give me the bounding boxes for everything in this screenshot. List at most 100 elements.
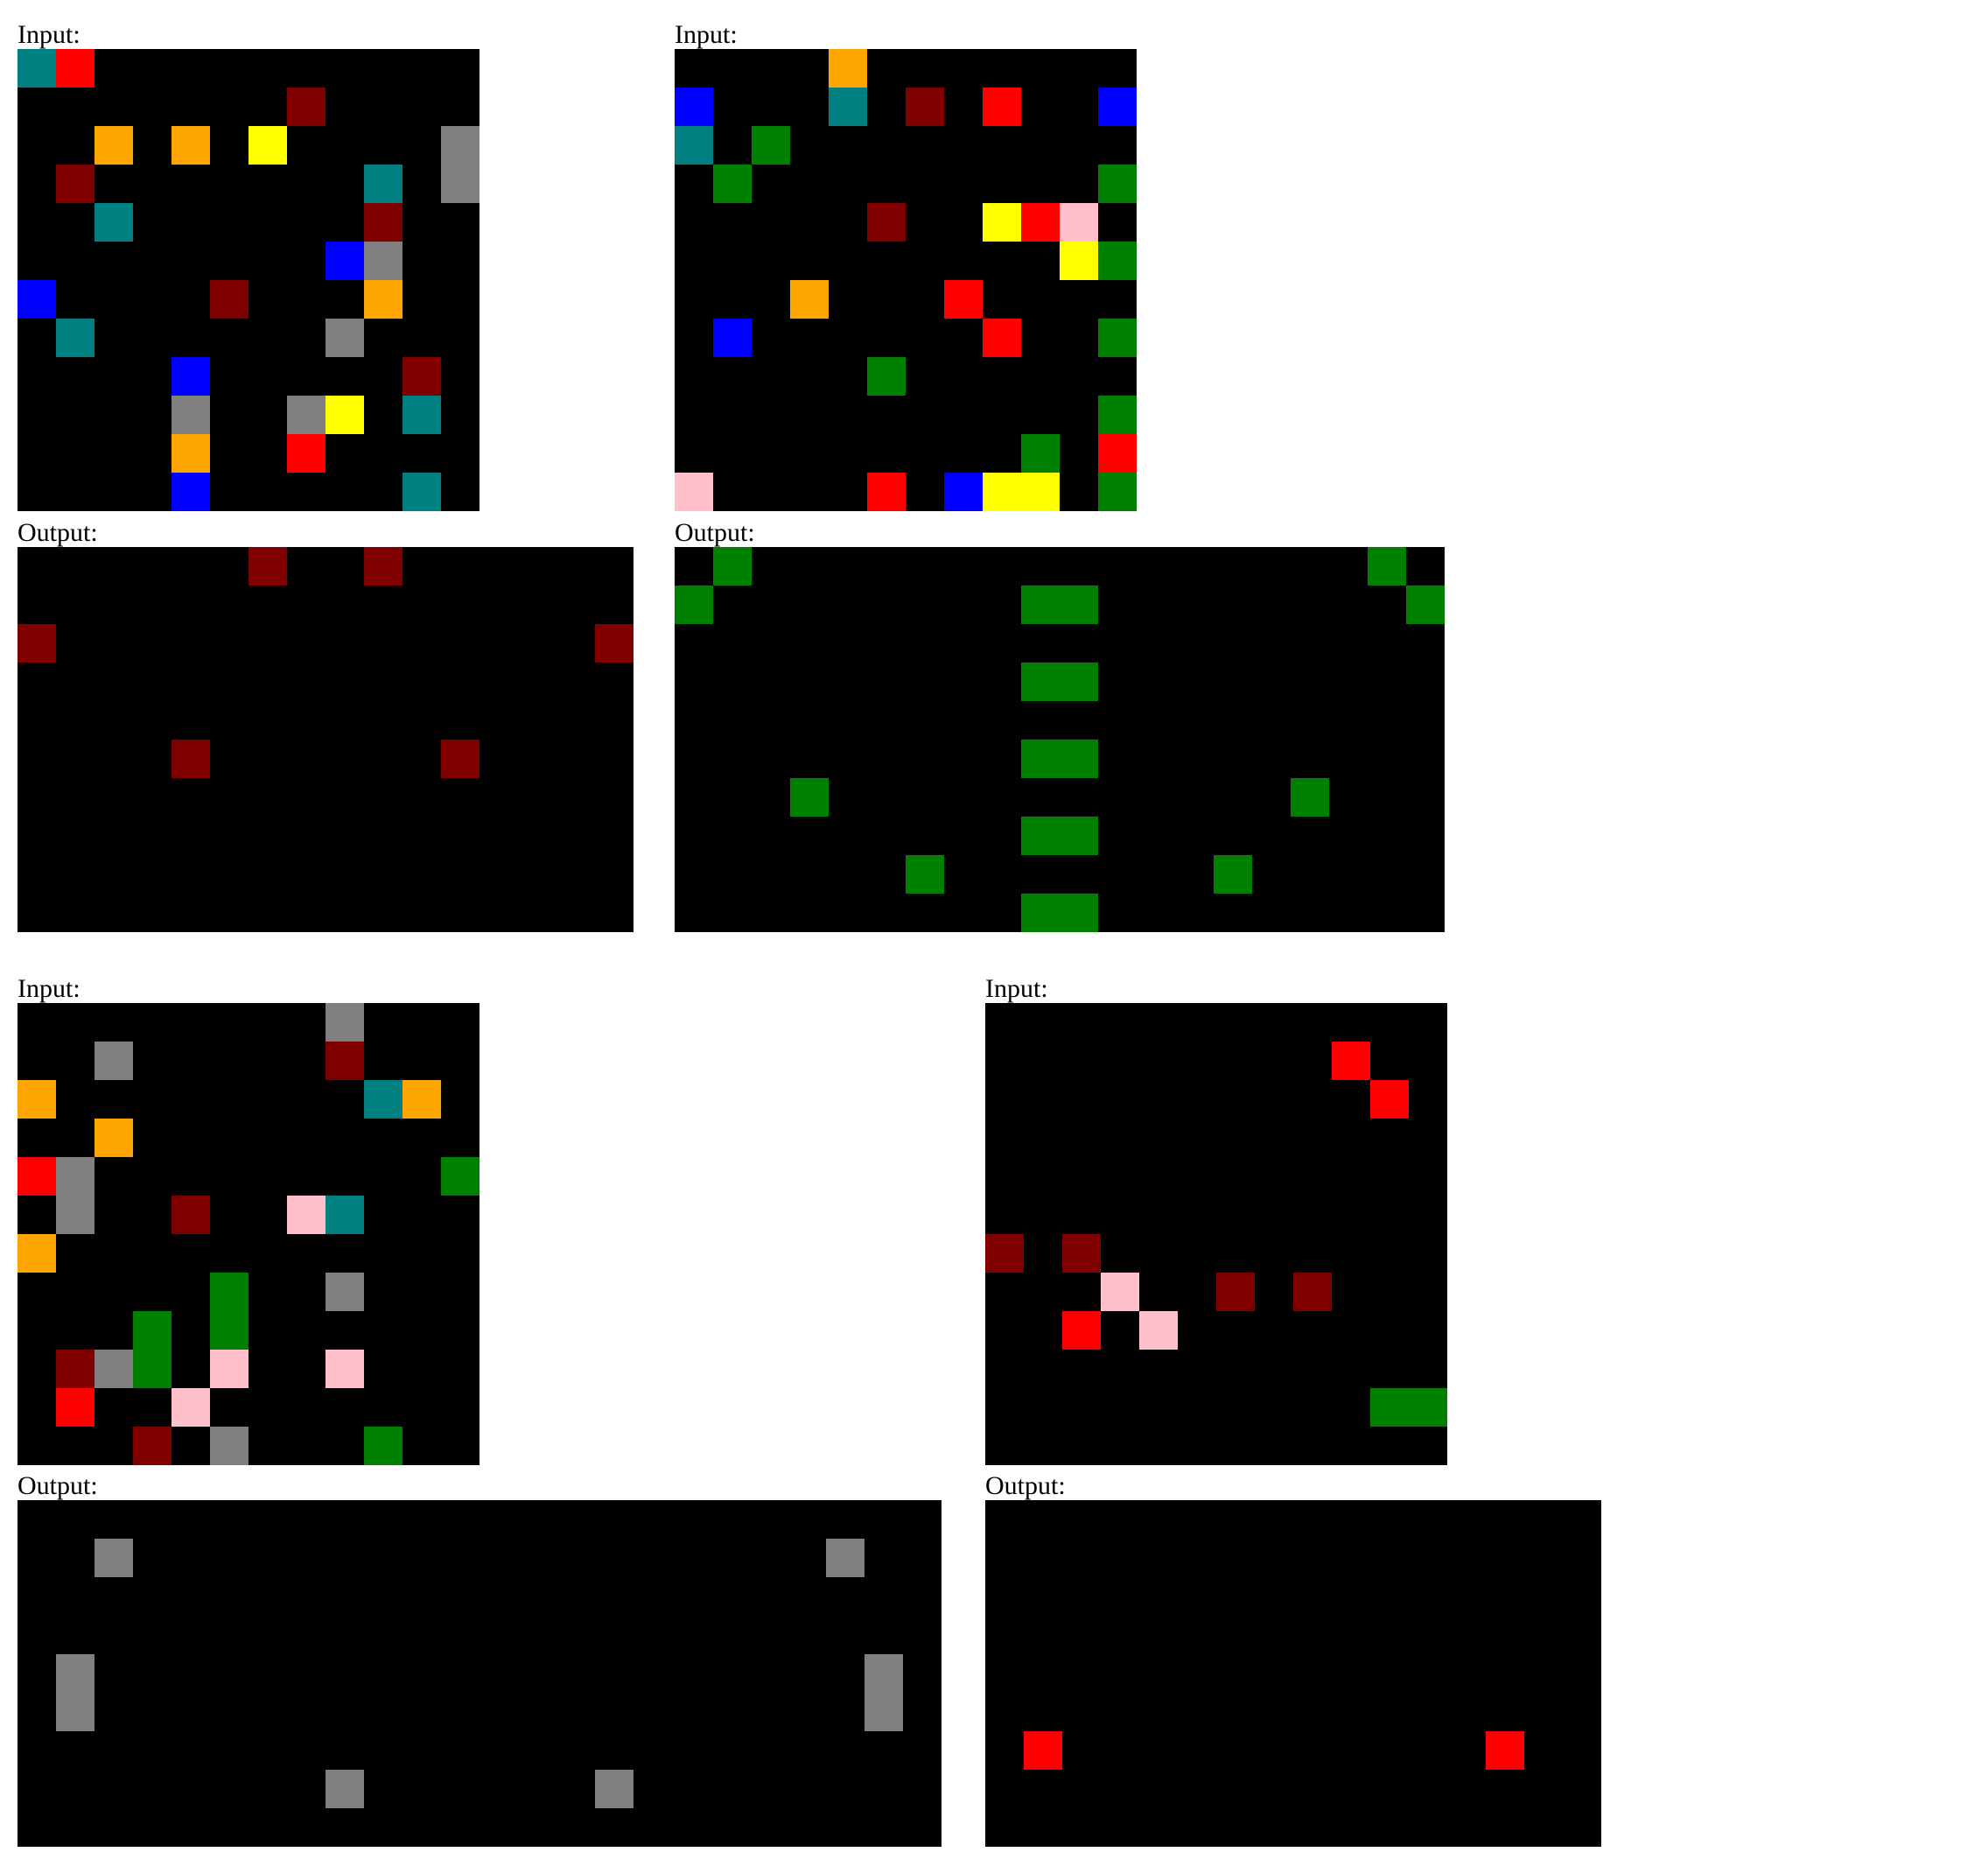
grid-cell (1024, 1311, 1062, 1350)
grid-cell (326, 1003, 364, 1042)
grid-cell (18, 1311, 56, 1350)
grid-cell (441, 203, 480, 242)
grid-cell (94, 473, 133, 511)
grid-cell (248, 126, 287, 165)
grid-cell (903, 1770, 942, 1808)
grid-cell (985, 1157, 1024, 1196)
grid-cell (1486, 1731, 1524, 1770)
grid-cell (906, 165, 944, 203)
grid-cell (985, 1119, 1024, 1157)
grid-cell (248, 663, 287, 701)
grid-cell (326, 1693, 364, 1731)
grid-cell (1409, 1539, 1447, 1577)
grid-cell (1370, 1273, 1409, 1311)
grid-cell (1021, 165, 1060, 203)
grid-cell (210, 778, 248, 817)
grid-cell (1524, 1693, 1563, 1731)
grid-cell (402, 165, 441, 203)
grid-cell (1098, 165, 1137, 203)
grid-cell (1021, 396, 1060, 434)
input-label-4: Input: (985, 974, 1048, 1003)
grid-cell (1332, 1003, 1370, 1042)
grid-cell (94, 1273, 133, 1311)
grid-cell (287, 894, 326, 932)
grid-cell (1101, 1003, 1139, 1042)
grid-cell (1370, 1234, 1409, 1273)
grid-cell (1101, 1427, 1139, 1465)
grid-cell (248, 1539, 287, 1577)
grid-cell (133, 1654, 172, 1693)
grid-cell (595, 1731, 634, 1770)
grid-cell (983, 817, 1021, 855)
grid-cell (248, 319, 287, 357)
grid-cell (1062, 1808, 1101, 1847)
grid-cell (248, 547, 287, 586)
grid-cell (749, 1539, 788, 1577)
grid-cell (1024, 1808, 1062, 1847)
grid-cell (675, 203, 713, 242)
grid-cell (906, 49, 944, 88)
grid-cell (326, 1577, 364, 1616)
grid-cell (56, 1427, 94, 1465)
grid-cell (1178, 1770, 1216, 1808)
grid-cell (172, 1808, 210, 1847)
grid-cell (983, 894, 1021, 932)
grid-cell (790, 165, 829, 203)
grid-cell (56, 1616, 94, 1654)
grid-cell (56, 817, 94, 855)
grid-cell (1178, 1654, 1216, 1693)
grid-cell (790, 280, 829, 319)
grid-cell (210, 88, 248, 126)
grid-cell (985, 1350, 1024, 1388)
grid-cell (1332, 1427, 1370, 1465)
grid-cell (1409, 1427, 1447, 1465)
grid-cell (675, 319, 713, 357)
grid-cell (1255, 1196, 1293, 1234)
grid-cell (402, 894, 441, 932)
grid-cell (133, 434, 172, 473)
grid-cell (983, 319, 1021, 357)
grid-cell (983, 88, 1021, 126)
grid-cell (441, 1770, 480, 1808)
grid-cell (752, 894, 790, 932)
grid-cell (133, 1350, 172, 1388)
grid-cell (172, 126, 210, 165)
grid-cell (248, 1350, 287, 1388)
grid-cell (983, 203, 1021, 242)
grid-cell (1139, 1770, 1178, 1808)
grid-cell (1329, 701, 1368, 740)
grid-cell (18, 1539, 56, 1577)
grid-cell (1524, 1770, 1563, 1808)
grid-cell (713, 203, 752, 242)
grid-cell (402, 126, 441, 165)
grid-cell (713, 88, 752, 126)
grid-cell (18, 547, 56, 586)
grid-cell (248, 778, 287, 817)
grid-cell (248, 1731, 287, 1770)
grid-cell (985, 1196, 1024, 1234)
grid-cell (752, 357, 790, 396)
grid-cell (1409, 1693, 1447, 1731)
grid-cell (518, 855, 556, 894)
grid-cell (944, 242, 983, 280)
grid-cell (1486, 1693, 1524, 1731)
grid-cell (326, 1770, 364, 1808)
grid-cell (326, 663, 364, 701)
grid-cell (210, 817, 248, 855)
grid-cell (1563, 1616, 1601, 1654)
grid-cell (556, 701, 595, 740)
grid-cell (210, 1388, 248, 1427)
grid-cell (556, 1616, 595, 1654)
grid-cell (790, 894, 829, 932)
grid-cell (248, 1388, 287, 1427)
grid-cell (210, 434, 248, 473)
grid-cell (18, 1003, 56, 1042)
grid-cell (287, 319, 326, 357)
grid-cell (326, 49, 364, 88)
grid-cell (56, 1042, 94, 1080)
grid-cell (1024, 1119, 1062, 1157)
grid-cell (713, 165, 752, 203)
grid-cell (172, 1311, 210, 1350)
grid-cell (287, 624, 326, 663)
grid-cell (210, 280, 248, 319)
